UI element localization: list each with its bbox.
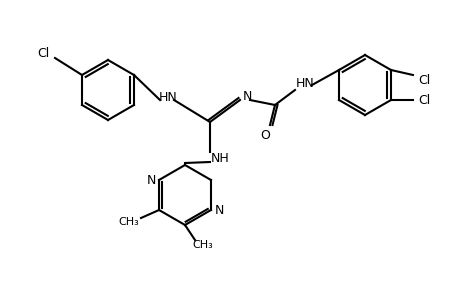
Text: CH₃: CH₃ [192,240,213,250]
Text: Cl: Cl [417,94,429,106]
Text: Cl: Cl [37,46,49,59]
Text: N: N [242,89,251,103]
Text: HN: HN [158,91,177,103]
Text: N: N [146,173,155,187]
Text: HN: HN [295,76,313,89]
Text: Cl: Cl [417,74,429,86]
Text: NH: NH [210,152,229,164]
Text: CH₃: CH₃ [118,217,139,227]
Text: O: O [259,128,269,142]
Text: N: N [214,203,223,217]
